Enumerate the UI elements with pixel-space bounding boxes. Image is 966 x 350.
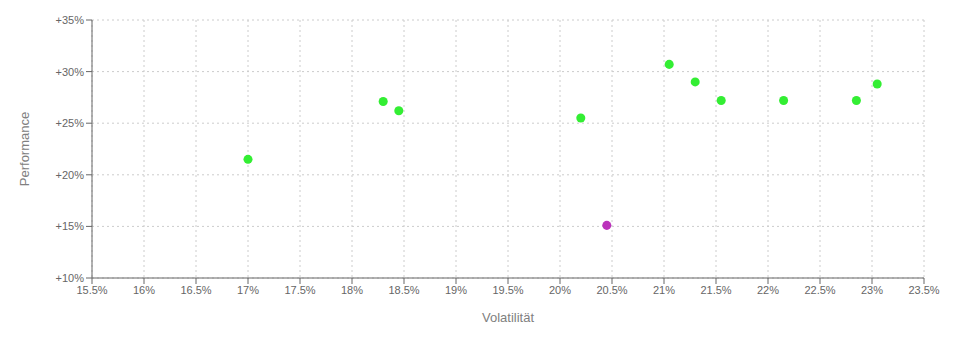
svg-text:+15%: +15% [56,220,85,232]
svg-text:+35%: +35% [56,14,85,26]
svg-text:21.5%: 21.5% [700,284,731,296]
svg-text:16%: 16% [133,284,155,296]
svg-text:+20%: +20% [56,169,85,181]
svg-text:+25%: +25% [56,117,85,129]
svg-text:22%: 22% [757,284,779,296]
svg-text:23.5%: 23.5% [908,284,939,296]
svg-text:16.5%: 16.5% [180,284,211,296]
svg-text:23%: 23% [861,284,883,296]
svg-text:22.5%: 22.5% [804,284,835,296]
svg-text:21%: 21% [653,284,675,296]
svg-text:+10%: +10% [56,272,85,284]
svg-text:15.5%: 15.5% [76,284,107,296]
svg-text:+30%: +30% [56,66,85,78]
svg-text:19.5%: 19.5% [492,284,523,296]
svg-text:20%: 20% [549,284,571,296]
svg-text:Volatilität: Volatilität [482,310,534,325]
svg-text:18.5%: 18.5% [388,284,419,296]
svg-text:17%: 17% [237,284,259,296]
svg-text:19%: 19% [445,284,467,296]
svg-text:20.5%: 20.5% [596,284,627,296]
svg-text:17.5%: 17.5% [284,284,315,296]
svg-text:18%: 18% [341,284,363,296]
svg-text:Performance: Performance [17,112,32,186]
